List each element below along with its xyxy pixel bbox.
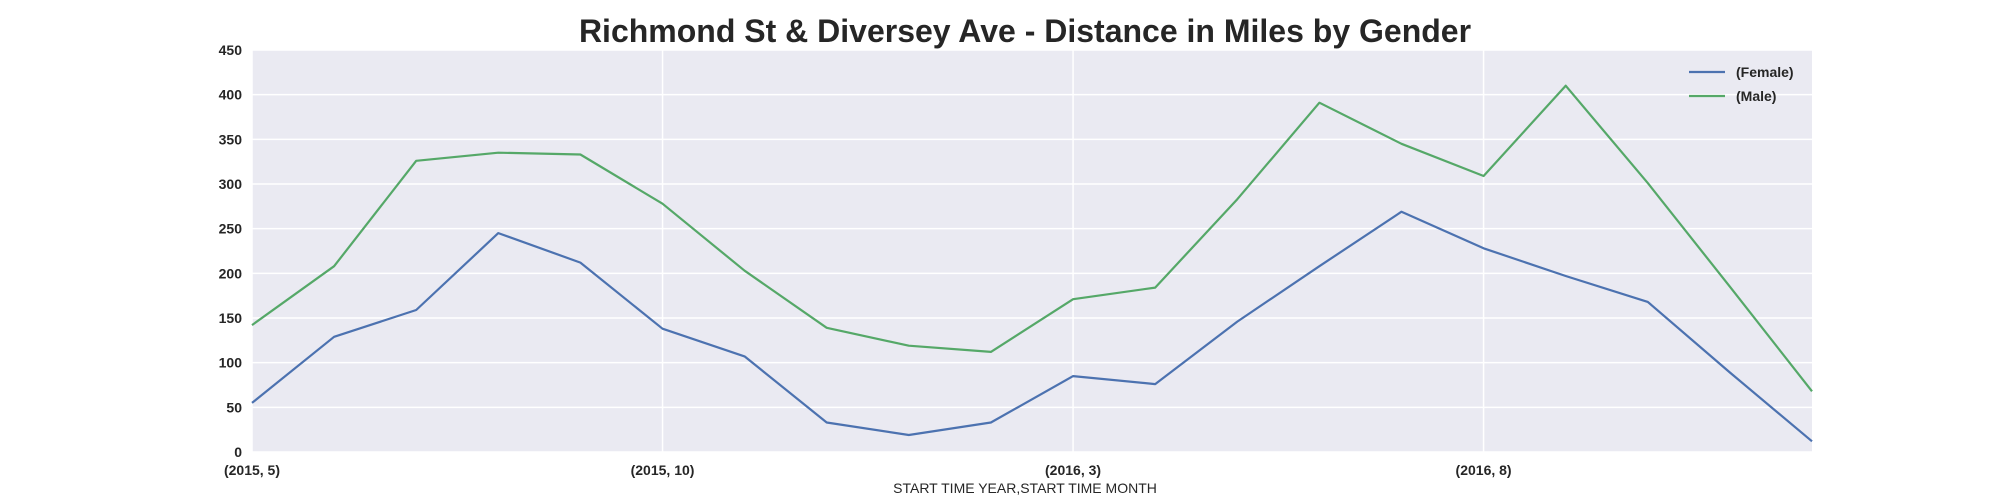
y-tick-label: 100 xyxy=(219,355,243,371)
data-point xyxy=(743,354,747,358)
data-point xyxy=(989,421,993,425)
x-tick-label: (2016, 3) xyxy=(1045,462,1101,478)
data-point xyxy=(414,159,418,163)
data-point xyxy=(1810,439,1814,443)
series-line-female xyxy=(251,210,1813,443)
data-point xyxy=(907,344,911,348)
data-point xyxy=(332,264,336,268)
data-point xyxy=(496,231,500,235)
data-point xyxy=(743,269,747,273)
y-tick-label: 150 xyxy=(219,310,243,326)
plot-area xyxy=(252,50,1812,452)
data-point xyxy=(1399,142,1403,146)
y-tick-label: 0 xyxy=(234,444,242,460)
data-point xyxy=(1810,389,1814,393)
data-point xyxy=(1482,246,1486,250)
data-point xyxy=(250,323,254,327)
data-point xyxy=(1728,370,1732,374)
data-point xyxy=(1071,297,1075,301)
grid-lines xyxy=(251,49,1812,453)
y-axis-ticks: 0 50 100 150 200 250 300 350 400 450 xyxy=(219,42,243,460)
data-point xyxy=(496,151,500,155)
series-lines xyxy=(250,84,1814,443)
data-point xyxy=(414,308,418,312)
y-tick-label: 200 xyxy=(219,265,243,281)
data-point xyxy=(1317,101,1321,105)
legend: (Female) (Male) xyxy=(1689,64,1794,104)
data-point xyxy=(1564,274,1568,278)
data-point xyxy=(1235,197,1239,201)
x-axis-ticks: (2015, 5) (2015, 10) (2016, 3) (2016, 8) xyxy=(224,462,1512,478)
data-point xyxy=(1646,300,1650,304)
data-point xyxy=(1399,210,1403,214)
x-tick-label: (2015, 10) xyxy=(631,462,695,478)
x-axis-label: START TIME YEAR,START TIME MONTH xyxy=(893,480,1157,496)
data-point xyxy=(332,335,336,339)
data-point xyxy=(1564,84,1568,88)
data-point xyxy=(1153,286,1157,290)
data-point xyxy=(578,153,582,157)
y-tick-label: 400 xyxy=(219,87,243,103)
data-point xyxy=(578,261,582,265)
data-point xyxy=(1646,181,1650,185)
y-tick-label: 250 xyxy=(219,221,243,237)
data-point xyxy=(1071,374,1075,378)
data-point xyxy=(1482,174,1486,178)
data-point xyxy=(825,326,829,330)
legend-label: (Male) xyxy=(1736,88,1776,104)
data-point xyxy=(989,350,993,354)
data-point xyxy=(907,433,911,437)
data-point xyxy=(250,401,254,405)
series-line-male xyxy=(251,84,1813,392)
x-tick-label: (2016, 8) xyxy=(1456,462,1512,478)
data-point xyxy=(1317,264,1321,268)
y-tick-label: 50 xyxy=(226,399,242,415)
x-tick-label: (2015, 5) xyxy=(224,462,280,478)
y-tick-label: 300 xyxy=(219,176,243,192)
y-tick-label: 350 xyxy=(219,131,243,147)
chart-title: Richmond St & Diversey Ave - Distance in… xyxy=(579,13,1471,49)
data-point xyxy=(1235,320,1239,324)
data-point xyxy=(825,421,829,425)
data-point xyxy=(661,202,665,206)
data-point xyxy=(661,327,665,331)
data-point xyxy=(1153,382,1157,386)
y-tick-label: 450 xyxy=(219,42,243,58)
legend-label: (Female) xyxy=(1736,64,1794,80)
data-point xyxy=(1728,285,1732,289)
